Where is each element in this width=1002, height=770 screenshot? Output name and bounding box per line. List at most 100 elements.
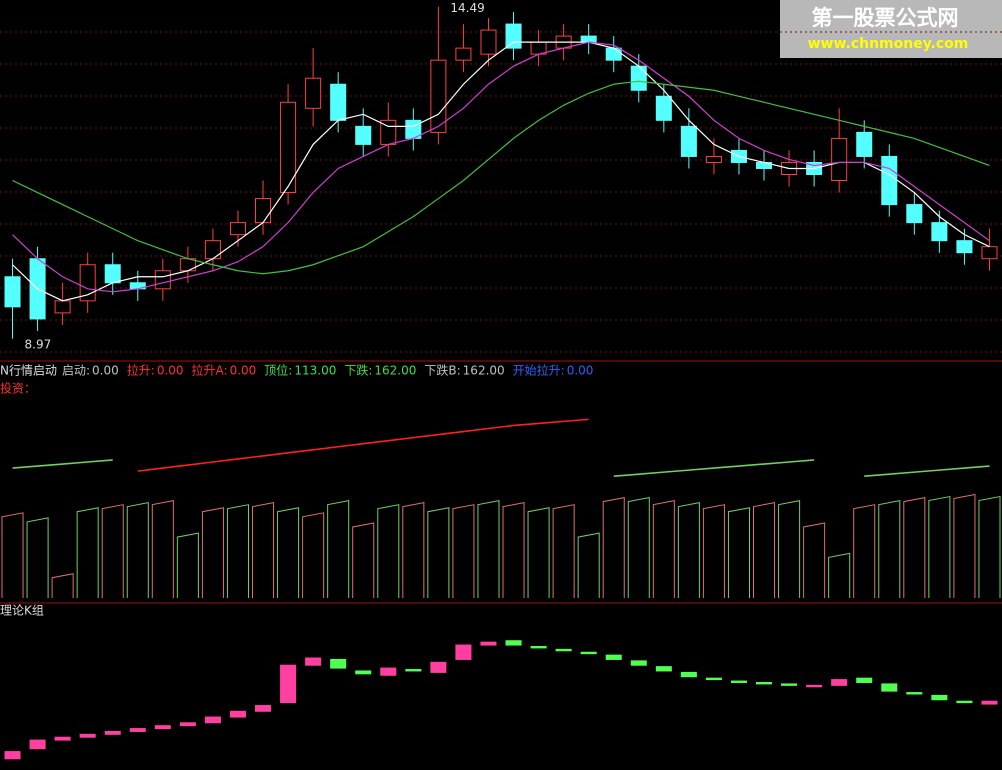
candle-body [330,83,347,121]
indicator-bar [527,507,550,598]
candle-body [530,645,547,649]
candle-body [430,661,447,673]
candle-body [54,300,71,314]
indicator-bar [903,496,926,598]
candle-body [204,240,221,260]
indicator-bar [226,504,249,598]
indicator-bar [302,512,325,598]
candle-body [505,23,522,49]
indicator-value: 162.00 [374,364,416,378]
indicator-bar [853,504,876,598]
indicator-name: 顶位: [264,363,292,378]
candle-body [505,640,522,646]
ma-line [12,41,990,293]
indicator-bar [577,532,600,598]
candle-body [29,739,46,750]
panel-title: 理论K组 [0,604,44,618]
indicator-bar [427,507,450,598]
candle-body [655,666,672,672]
candle-body [4,751,21,760]
indicator-bar [778,500,801,598]
indicator-bar [76,507,99,598]
indicator-bar [352,522,375,598]
indicator-bar [151,500,174,598]
candle-body [605,654,622,660]
indicator-bar [878,500,901,598]
indicator-value: 113.00 [294,364,336,378]
candle-body [380,667,397,676]
candle-body [355,125,372,145]
candle-body [229,710,246,718]
indicator-bar [953,493,976,598]
candle-body [179,722,196,727]
candle-body [906,204,923,224]
indicator-bar [201,507,224,598]
ma-line [12,41,990,302]
candle-body [305,77,322,109]
candle-body [104,264,121,284]
indicator-bar [327,500,350,598]
indicator-line [864,465,990,477]
candle-body [705,155,722,163]
candle-body [831,679,848,686]
indicator-bar [101,504,124,598]
indicator-value: 0.00 [157,364,184,378]
candle-body [856,131,873,157]
candle-body [555,648,572,652]
ma-line [12,80,990,275]
candle-body [831,137,848,182]
indicator-name: 开始拉升: [513,363,565,378]
indicator-bar [26,517,49,598]
indicator-bar [602,496,625,598]
indicator-bar [803,522,826,598]
candle-body [255,705,272,712]
candle-body [54,736,71,741]
indicator-bar [677,502,700,598]
indicator-value: 0.00 [567,364,594,378]
indicator-bar [402,502,425,598]
indicator-name: 下跌: [344,363,372,378]
candle-body [730,680,747,683]
candle-body [931,222,948,242]
indicator-bar [753,502,776,598]
candle-body [781,683,798,686]
indicator-bar [277,507,300,598]
indicator-bar [627,496,650,598]
indicator-line [613,459,815,477]
candle-body [154,725,171,730]
indicator-bar [928,495,951,598]
candle-body [430,59,447,133]
candle-body [480,29,497,55]
candle-body [154,270,171,290]
candle-body [605,47,622,61]
indicator-bar [978,495,1001,598]
candle-body [756,681,773,685]
indicator-name: 拉升: [127,363,155,378]
candle-body [104,730,121,735]
candle-body [806,684,823,688]
candle-body [355,670,372,675]
candle-body [330,658,347,669]
candle-body [280,101,297,194]
indicator-bar [727,507,750,598]
candle-body [981,700,998,705]
candle-body [881,683,898,692]
candle-body [580,35,597,43]
candle-body [906,692,923,695]
candle-body [229,222,246,236]
indicator-bar [377,504,400,598]
watermark-title: 第一股票公式网 [812,6,959,30]
candle-body [129,728,146,732]
indicator-value: 0.00 [92,364,119,378]
candle-body [79,733,96,738]
indicator-bar [828,552,851,598]
candle-body [856,677,873,683]
indicator-subtitle: 投资： [0,381,36,396]
candle-body [680,671,697,678]
indicator-name: 启动: [62,364,90,378]
candle-body [630,65,647,91]
indicator-bar [552,504,575,598]
watermark-url: www.chnmoney.com [808,36,969,52]
indicator-line [12,459,113,469]
